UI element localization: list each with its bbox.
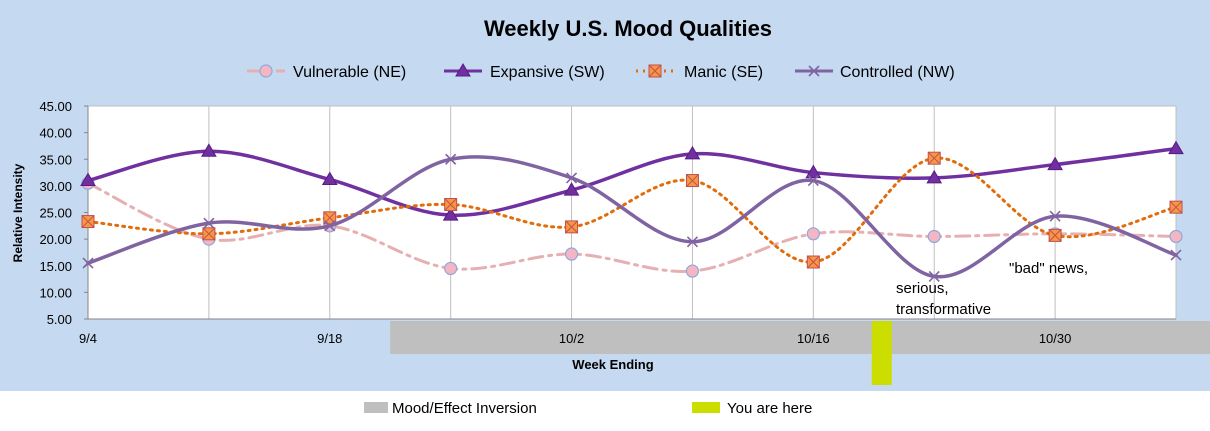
series-layer (80, 140, 1184, 282)
data-point-controlled-nw-1 (203, 217, 215, 229)
legend-item-controlled-nw: Controlled (NW) (795, 64, 955, 81)
data-point-manic-se-3 (444, 198, 458, 212)
data-point-controlled-nw-3 (445, 153, 457, 165)
plot-area (88, 106, 1176, 319)
data-point-manic-se-9 (1169, 200, 1183, 214)
series-line-manic-se (86, 156, 1178, 264)
legend-item-expansive-sw: Expansive (SW) (444, 63, 605, 81)
inversion-band (390, 321, 1210, 385)
series-expansive-sw (80, 140, 1184, 221)
data-point-vulnerable-ne-4 (564, 247, 579, 261)
annotation-bad-news: "bad" news, (1009, 260, 1088, 277)
you-are-here-legend-swatch (692, 402, 720, 413)
data-point-vulnerable-ne-9 (1169, 229, 1183, 244)
legend-marker-expansive-sw (455, 63, 471, 77)
you-are-here-legend-label: You are here (727, 400, 812, 417)
data-point-manic-se-2 (323, 211, 337, 225)
data-point-expansive-sw-6 (805, 164, 822, 179)
data-point-controlled-nw-2 (324, 220, 336, 232)
data-point-controlled-nw-8 (1049, 210, 1061, 222)
x-axis-title: Week Ending (572, 357, 653, 372)
data-point-controlled-nw-6 (807, 174, 819, 187)
y-tick-label: 10.00 (39, 285, 72, 300)
data-point-controlled-nw-5 (686, 236, 699, 248)
data-point-controlled-nw-9 (1170, 249, 1182, 261)
data-point-vulnerable-ne-7 (927, 229, 941, 244)
legend: Vulnerable (NE) Expansive (SW) Manic (SE) C… (247, 63, 955, 81)
legend-marker-controlled-nw (808, 65, 820, 77)
data-point-controlled-nw-0 (82, 257, 94, 269)
x-tick-label: 9/18 (317, 331, 342, 346)
inversion-legend-swatch (364, 402, 388, 413)
chart-title: Weekly U.S. Mood Qualities (484, 16, 772, 41)
data-point-manic-se-1 (202, 227, 216, 241)
data-point-expansive-sw-8 (1047, 156, 1063, 171)
data-point-controlled-nw-7 (928, 270, 940, 282)
data-point-expansive-sw-7 (926, 169, 943, 184)
you-are-here-marker (871, 321, 892, 385)
legend-label-manic-se: Manic (SE) (684, 64, 763, 81)
data-point-expansive-sw-5 (684, 145, 701, 160)
series-line-controlled-nw (86, 155, 1178, 279)
y-tick-label: 35.00 (39, 152, 72, 167)
data-point-expansive-sw-9 (1168, 140, 1184, 155)
legend-marker-vulnerable-ne (259, 64, 273, 78)
y-axis-title: Relative Intensity (11, 163, 25, 262)
x-tick-label: 10/16 (797, 331, 830, 346)
annotation-serious: serious, (896, 280, 949, 297)
x-tick-label: 10/2 (559, 331, 584, 346)
series-line-expansive-sw (86, 146, 1178, 217)
series-controlled-nw (82, 153, 1182, 282)
y-tick-label: 5.00 (47, 312, 72, 327)
data-point-vulnerable-ne-3 (444, 261, 458, 276)
legend-label-controlled-nw: Controlled (NW) (840, 64, 955, 81)
legend-item-vulnerable-ne: Vulnerable (NE) (247, 64, 406, 81)
data-point-manic-se-4 (565, 220, 579, 234)
y-tick-label: 30.00 (39, 179, 72, 194)
series-line-vulnerable-ne (86, 181, 1178, 273)
inversion-legend-label: Mood/Effect Inversion (392, 400, 537, 417)
data-point-expansive-sw-1 (201, 143, 217, 157)
annotation-transformative: transformative (896, 301, 991, 318)
data-point-vulnerable-ne-5 (685, 264, 700, 278)
gridlines (87, 105, 1177, 320)
legend-label-vulnerable-ne: Vulnerable (NE) (293, 64, 406, 81)
data-point-manic-se-8 (1048, 228, 1062, 242)
y-tick-label: 15.00 (39, 259, 72, 274)
data-point-controlled-nw-4 (565, 172, 578, 184)
x-axis: 9/4 9/18 10/2 10/16 10/30 (79, 331, 1071, 346)
footer-background (0, 391, 1210, 431)
y-tick-label: 40.00 (39, 126, 72, 141)
legend-label-expansive-sw: Expansive (SW) (490, 64, 605, 81)
data-point-expansive-sw-4 (563, 182, 580, 196)
data-point-expansive-sw-2 (321, 171, 338, 185)
y-tick-label: 25.00 (39, 206, 72, 221)
data-point-manic-se-6 (806, 255, 820, 269)
series-manic-se (81, 151, 1183, 269)
x-tick-label: 9/4 (79, 331, 97, 346)
y-tick-label: 20.00 (39, 232, 72, 247)
data-point-manic-se-5 (685, 174, 699, 188)
data-point-manic-se-7 (927, 151, 941, 165)
data-point-expansive-sw-3 (442, 207, 459, 221)
legend-item-manic-se: Manic (SE) (636, 64, 763, 81)
series-vulnerable-ne (81, 176, 1183, 278)
x-tick-label: 10/30 (1039, 331, 1072, 346)
legend-marker-manic-se (648, 64, 662, 78)
data-point-vulnerable-ne-6 (806, 227, 820, 241)
data-point-manic-se-0 (81, 215, 95, 229)
y-axis: 5.00 10.00 15.00 20.00 25.00 30.00 35.00 40.00 4… (39, 99, 88, 327)
data-point-expansive-sw-0 (80, 172, 96, 187)
inversion-band-rect (390, 321, 1210, 354)
y-tick-label: 45.00 (39, 99, 72, 114)
